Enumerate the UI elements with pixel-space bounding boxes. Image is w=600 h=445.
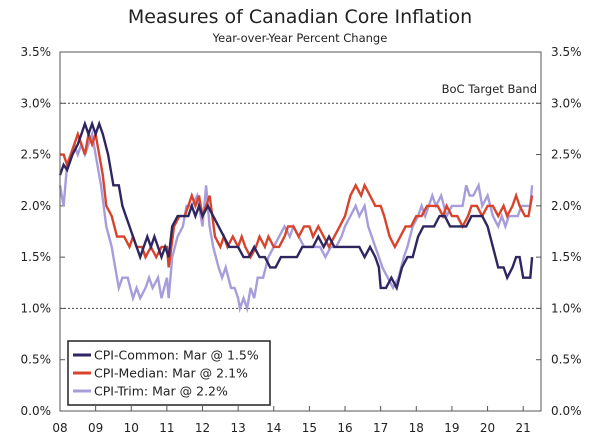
legend: CPI-Common: Mar @ 1.5% CPI-Median: Mar @ … [67, 340, 271, 406]
x-tick-label: 10 [124, 421, 139, 435]
x-tick-label: 14 [266, 421, 281, 435]
y-tick-label-left: 0.0% [21, 404, 52, 418]
series-line-cpi-common [58, 120, 534, 292]
x-tick-label: 17 [373, 421, 388, 435]
y-tick-label-right: 2.0% [551, 199, 582, 213]
x-tick-label: 15 [302, 421, 317, 435]
x-tick-label: 12 [195, 421, 210, 435]
target-band-annotation: BoC Target Band [442, 82, 537, 96]
y-tick-label-left: 1.5% [21, 250, 52, 264]
y-tick-label-left: 2.5% [21, 148, 52, 162]
y-tick-label-right: 2.5% [551, 148, 582, 162]
x-tick-label: 08 [52, 421, 67, 435]
legend-item-cpi-trim-label: CPI-Trim: Mar @ 2.2% [94, 384, 228, 399]
chart-title: Measures of Canadian Core Inflation [128, 6, 472, 28]
x-tick-label: 18 [409, 421, 424, 435]
y-tick-label-left: 3.5% [21, 45, 52, 59]
y-axis-right-ticks: 0.0% 0.5% 1.0% 1.5% 2.0% 2.5% 3.0% 3.5% [536, 45, 582, 418]
y-tick-label-right: 1.0% [551, 301, 582, 315]
y-tick-label-right: 3.5% [551, 45, 582, 59]
x-tick-label: 09 [88, 421, 103, 435]
y-tick-label-right: 1.5% [551, 250, 582, 264]
x-tick-label: 21 [516, 421, 531, 435]
y-tick-label-left: 0.5% [21, 353, 52, 367]
y-tick-label-right: 3.0% [551, 96, 582, 110]
chart-subtitle: Year-over-Year Percent Change [212, 31, 388, 45]
x-tick-label: 16 [337, 421, 352, 435]
legend-box [67, 340, 271, 406]
y-tick-label-left: 1.0% [21, 301, 52, 315]
x-tick-label: 20 [480, 421, 495, 435]
y-tick-label-right: 0.5% [551, 353, 582, 367]
legend-item-cpi-median-label: CPI-Median: Mar @ 2.1% [94, 366, 248, 381]
y-tick-label-left: 2.0% [21, 199, 52, 213]
plot-frame [59, 51, 542, 412]
x-tick-label: 13 [231, 421, 246, 435]
series-line-cpi-median [60, 129, 534, 268]
x-axis-ticks: 08 09 10 11 12 13 14 15 16 17 18 19 20 21 [52, 406, 531, 435]
x-tick-label: 11 [159, 421, 174, 435]
x-tick-label: 19 [444, 421, 459, 435]
legend-item-cpi-common-label: CPI-Common: Mar @ 1.5% [94, 348, 259, 363]
reference-lines [60, 102, 541, 309]
y-axis-left-ticks: 0.0% 0.5% 1.0% 1.5% 2.0% 2.5% 3.0% 3.5% [21, 45, 65, 418]
y-tick-label-right: 0.0% [551, 404, 582, 418]
series-lines [58, 120, 534, 314]
y-tick-label-left: 3.0% [21, 96, 52, 110]
